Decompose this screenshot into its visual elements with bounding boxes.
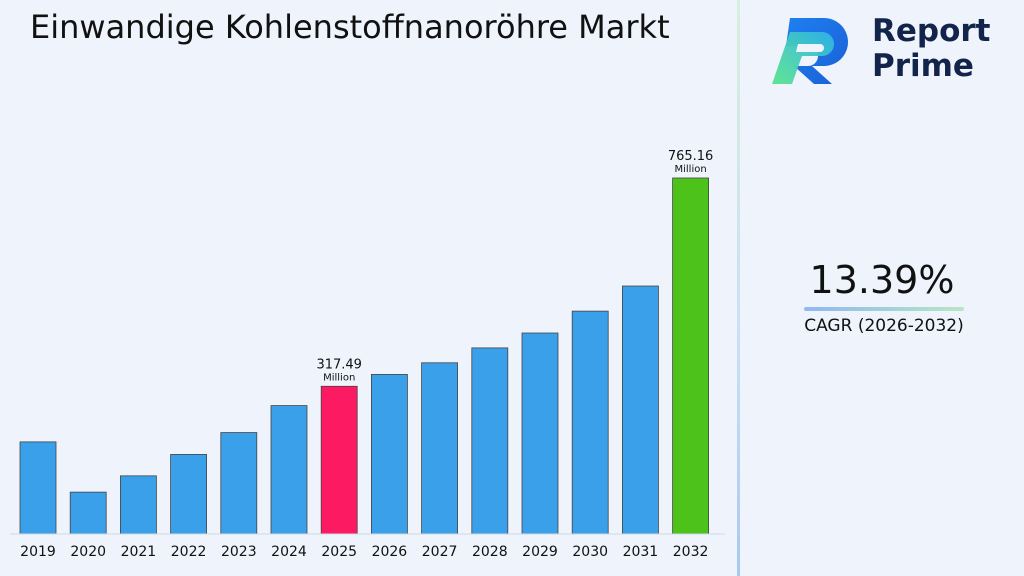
bar-2024 [270,405,308,535]
bar-2031 [622,285,659,535]
x-tick-label: 2032 [673,544,709,560]
bar-2026 [370,374,408,535]
logo-line-1: Report [872,13,991,49]
x-tick-label: 2029 [522,544,558,560]
x-tick-label: 2026 [372,544,408,560]
bar-2019 [19,441,57,535]
bar-2023 [220,432,258,535]
data-label-value: 765.16 [668,149,714,164]
bar-2020 [69,491,107,535]
x-tick-label: 2027 [422,544,458,560]
bar-2022 [170,454,208,535]
bar-2030 [571,310,609,535]
x-tick-label: 2030 [572,544,608,560]
bar-2032 [672,177,709,535]
x-tick-label: 2020 [70,544,106,560]
bar-chart: 2019 2020 2021 2022 2023 2024 2025 2026 2027 2028… [10,149,725,560]
logo-wordmark: Report Prime [872,14,991,84]
bar-2027 [421,362,459,535]
x-tick-label: 2028 [472,544,508,560]
cagr-label: CAGR (2026-2032) [804,316,964,336]
bar-2028 [471,347,509,535]
panel-divider [737,0,740,576]
chart-title: Einwandige Kohlenstoffnanoröhre Markt [30,8,670,46]
x-tick-label: 2021 [121,544,157,560]
bar-2025 [320,385,358,535]
x-tick-label: 2023 [221,544,257,560]
bar-2021 [120,475,157,535]
x-tick-label: 2019 [20,544,56,560]
logo-line-2: Prime [872,48,974,84]
data-label-unit: Million [323,372,355,383]
cagr-underline [804,307,964,311]
data-label-unit: Million [674,164,706,175]
bar-2029 [521,332,559,535]
x-tick-label: 2025 [321,544,357,560]
data-label-value: 317.49 [316,357,362,372]
x-tick-label: 2024 [271,544,307,560]
report-prime-logo-icon [772,18,848,84]
x-tick-label: 2031 [623,544,659,560]
report-prime-logo: Report Prime [768,14,1008,88]
x-tick-label: 2022 [171,544,207,560]
cagr-value: 13.39% [809,258,955,302]
